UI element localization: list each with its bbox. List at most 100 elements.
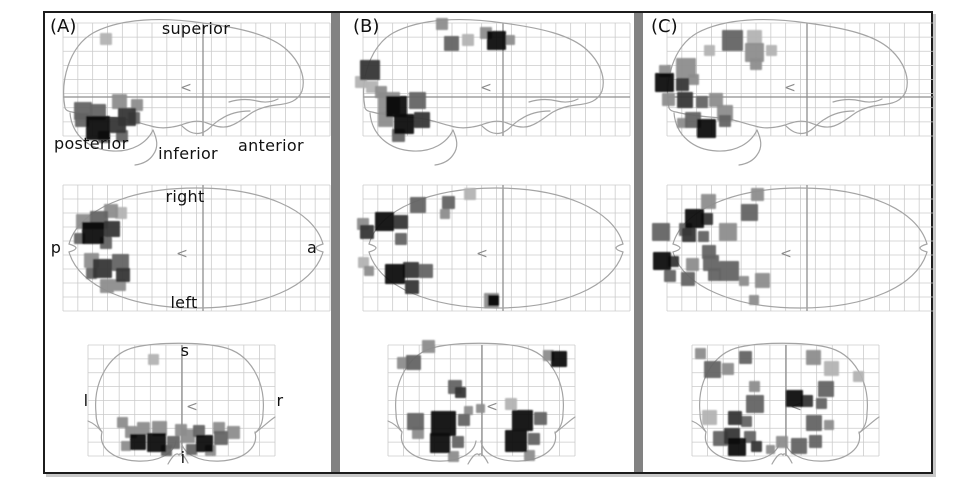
activation-blob [809,435,822,448]
activation-blob [112,254,129,271]
activation-blobs [397,340,567,462]
activation-blob [394,114,414,134]
activation-blob [750,58,762,70]
label-l: l [83,391,89,410]
activation-blob [728,438,746,456]
activation-blob [395,233,407,245]
activation-blob [196,435,213,452]
activation-blob [551,351,567,367]
activation-blobs [74,204,130,293]
panel-b-sagittal-view: < [355,18,631,166]
activation-blob [93,259,112,278]
panel-label-b: (B) [353,16,380,37]
activation-blob [728,411,742,425]
activation-blob [505,430,527,452]
activation-blob [719,223,737,241]
activation-blob [701,194,716,209]
activation-blob [407,413,424,430]
label-r: r [276,391,284,410]
activation-blobs [652,188,770,305]
activation-blob [766,445,775,454]
cursor-marker: < [784,80,796,96]
activation-blob [685,209,704,228]
activation-blob [652,223,670,241]
activation-blob [117,417,128,428]
label-superior: superior [161,19,231,38]
activation-blob [181,429,195,443]
activation-blob [104,221,120,237]
activation-blob [746,395,764,413]
panel-label-a: (A) [50,16,77,37]
activation-blob [528,433,540,445]
activation-blob [452,436,464,448]
activation-blob [110,117,126,133]
cursor-marker: < [186,399,198,415]
activation-blob [682,228,696,242]
panel-separator-1 [331,13,340,472]
activation-blob [653,252,671,270]
activation-blob [749,381,760,392]
activation-blob [130,434,146,450]
activation-blob [422,340,435,353]
panel-c-sagittal-view: < [655,18,935,166]
activation-blob [476,404,485,413]
activation-blob [444,36,459,51]
activation-blob [505,398,517,410]
activation-blob [709,93,723,107]
activation-blob [364,266,374,276]
panel-c-coronal-view: < [691,342,880,465]
activation-blob [853,371,864,382]
activation-blob [739,276,749,286]
activation-blob [534,412,547,425]
activation-blob [436,18,448,30]
activation-blob [824,361,839,376]
activation-blob [430,433,450,453]
activation-blob [703,255,719,271]
activation-blob [776,436,788,448]
activation-blob [806,415,822,431]
activation-blob [722,363,734,375]
label-right: right [165,187,205,206]
activation-blob [695,348,706,359]
activation-blob [677,118,687,128]
activation-blob [688,74,699,85]
activation-blob [505,35,515,45]
activation-blob [719,115,731,127]
activation-blob [464,188,476,200]
activation-blob [152,421,167,436]
activation-blob [708,268,721,281]
panel-a-coronal-view: < [87,342,276,465]
activation-blob [214,431,228,445]
activation-blob [824,420,834,430]
activation-blob [749,295,759,305]
label-anterior: anterior [238,136,304,155]
activation-blob [419,264,433,278]
activation-blob [414,112,430,128]
activation-blob [116,268,130,282]
activation-blob [681,272,695,286]
activation-blob [86,116,110,140]
activation-blob [112,94,127,109]
activation-blob [747,30,762,45]
activation-blob [739,351,752,364]
activation-blob [440,209,450,219]
activation-blob [458,414,470,426]
activation-blob [524,450,535,461]
activation-blob [148,354,159,365]
activation-blob [766,45,777,56]
activation-blob [696,96,708,108]
label-inferior: inferior [158,144,218,163]
activation-blob [358,257,369,268]
activation-blob [704,361,721,378]
activation-blob [704,45,715,56]
activation-blob [147,433,166,452]
activation-blob [121,441,131,451]
activation-blob [409,92,426,109]
activation-blob [676,78,689,91]
activation-blob [464,406,473,415]
activation-blobs [357,188,499,308]
activation-blob [806,350,821,365]
panel-separator-2 [634,13,643,472]
activation-blob [487,31,506,50]
